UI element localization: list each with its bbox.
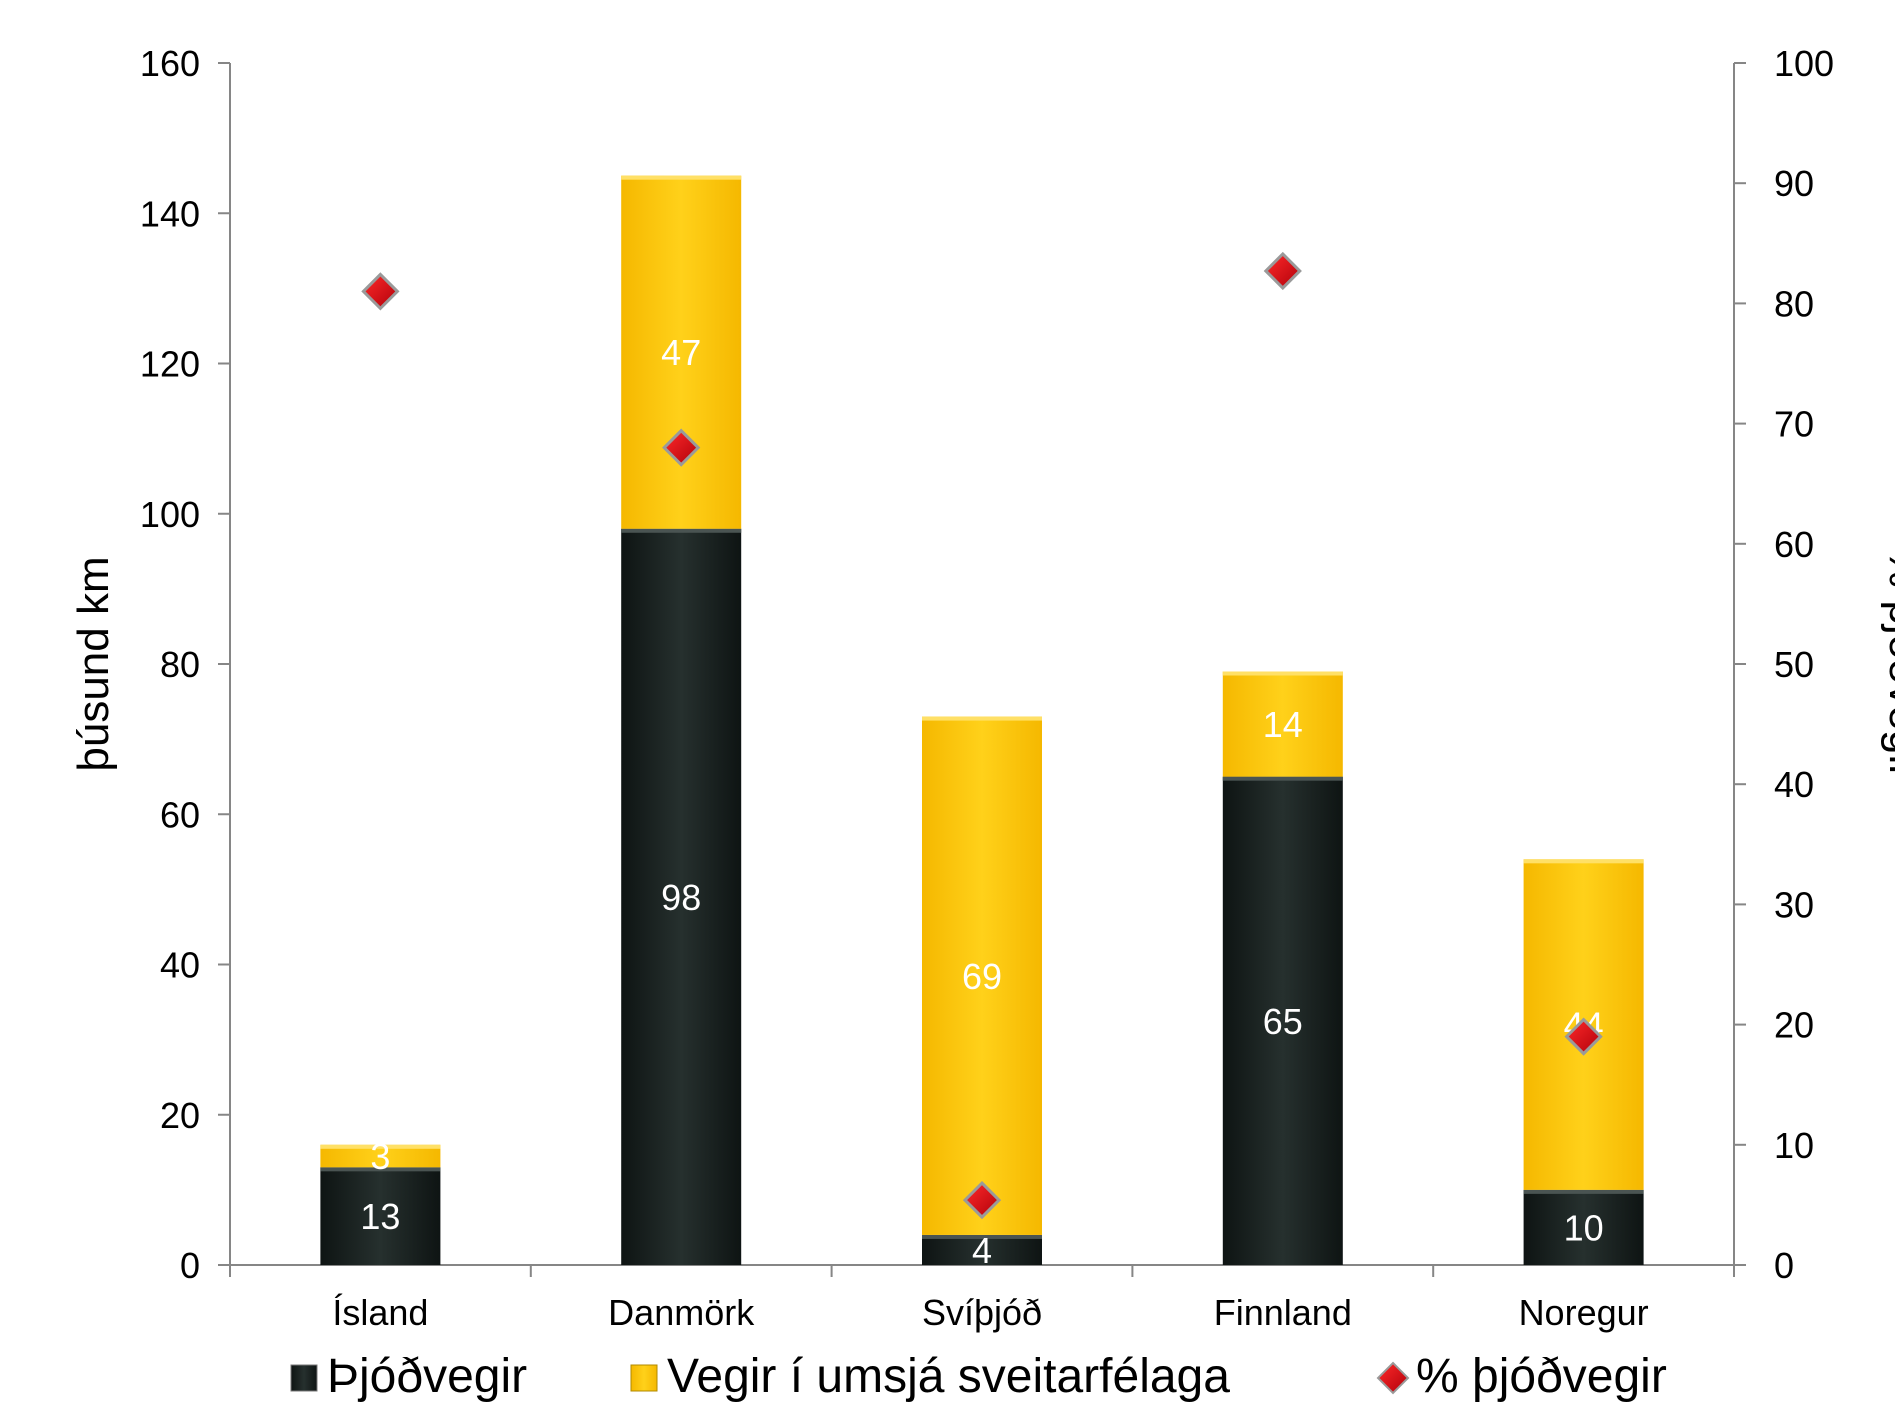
- pct-marker: [361, 272, 400, 311]
- data-label: 13: [360, 1196, 400, 1237]
- bar-top-bevel: [922, 1234, 1042, 1239]
- right-tick-label: 70: [1774, 404, 1814, 445]
- legend-swatch-sveitarfelog: [630, 1364, 658, 1392]
- markers: [361, 251, 1603, 1220]
- bar-thjodvegir: [1523, 1189, 1644, 1265]
- axes: 0 20 40 60 80 100 120 140 160 0 10 20 30 40 50 60 70 80 90…: [69, 43, 1895, 1333]
- bar-top-bevel: [320, 1167, 441, 1172]
- right-tick-label: 100: [1774, 43, 1834, 84]
- left-tick-label: 100: [140, 494, 200, 535]
- left-tick-label: 20: [160, 1095, 200, 1136]
- pct-marker: [1263, 251, 1302, 291]
- bars: [320, 175, 1644, 1265]
- x-tick-label: Finnland: [1214, 1292, 1352, 1333]
- legend-label: Vegir í umsjá sveitarfélaga: [667, 1350, 1230, 1403]
- bar-thjodvegir: [922, 1234, 1042, 1265]
- legend-label: % þjóðvegir: [1416, 1350, 1667, 1403]
- right-tick-label: 40: [1774, 764, 1814, 805]
- bar-top-bevel: [1523, 1189, 1644, 1194]
- legend-swatch-thjodvegir: [290, 1364, 318, 1392]
- data-label: 14: [1263, 704, 1303, 745]
- left-tick-label: 0: [180, 1245, 200, 1286]
- right-tick-label: 80: [1774, 283, 1814, 324]
- data-label: 10: [1564, 1207, 1604, 1248]
- data-label: 3: [370, 1136, 390, 1177]
- bar-top-bevel: [1222, 776, 1343, 781]
- x-tick-label: Ísland: [332, 1292, 428, 1333]
- bar-thjodvegir: [320, 1167, 441, 1265]
- right-tick-label: 60: [1774, 524, 1814, 565]
- left-tick-label: 60: [160, 794, 200, 835]
- bar-top-bevel: [320, 1144, 441, 1149]
- legend-label: Þjóðvegir: [327, 1350, 527, 1403]
- y2-axis-title: % þjóðvegir: [1880, 549, 1895, 779]
- bar-top-bevel: [621, 528, 742, 533]
- data-label: 47: [661, 332, 701, 373]
- left-tick-label: 40: [160, 945, 200, 986]
- left-tick-label: 160: [140, 43, 200, 84]
- bar-sveitarfelog: [621, 175, 742, 529]
- y-axis-title: þúsund km: [69, 556, 118, 771]
- bar-thjodvegir: [1222, 776, 1343, 1265]
- bar-top-bevel: [621, 175, 742, 180]
- data-label: 69: [962, 956, 1002, 997]
- bar-thjodvegir: [621, 528, 742, 1265]
- right-tick-label: 10: [1774, 1125, 1814, 1166]
- right-tick-label: 90: [1774, 163, 1814, 204]
- pct-marker: [662, 428, 701, 467]
- right-tick-label: 50: [1774, 644, 1814, 685]
- left-tick-label: 120: [140, 344, 200, 385]
- bar-sveitarfelog: [922, 716, 1042, 1235]
- legend-marker-pct: [1376, 1361, 1410, 1395]
- legend: Þjóðvegir Vegir í umsjá sveitarfélaga % þj…: [290, 1350, 1667, 1403]
- right-tick-label: 0: [1774, 1245, 1794, 1286]
- pct-marker: [1564, 1017, 1603, 1056]
- x-tick-label: Noregur: [1519, 1292, 1649, 1333]
- pct-marker: [962, 1180, 1002, 1220]
- bar-sveitarfelog: [1222, 671, 1343, 777]
- bar-top-bevel: [1222, 671, 1343, 676]
- bar-sveitarfelog: [320, 1144, 441, 1168]
- x-tick-label: Danmörk: [608, 1292, 755, 1333]
- data-label: 65: [1263, 1001, 1303, 1042]
- right-tick-label: 20: [1774, 1005, 1814, 1046]
- data-label: 4: [972, 1230, 992, 1271]
- left-tick-label: 140: [140, 193, 200, 234]
- bar-top-bevel: [922, 716, 1042, 721]
- bar-top-bevel: [1523, 859, 1644, 864]
- right-tick-label: 30: [1774, 884, 1814, 925]
- x-tick-label: Svíþjóð: [922, 1292, 1042, 1333]
- data-label: 98: [661, 877, 701, 918]
- left-tick-label: 80: [160, 644, 200, 685]
